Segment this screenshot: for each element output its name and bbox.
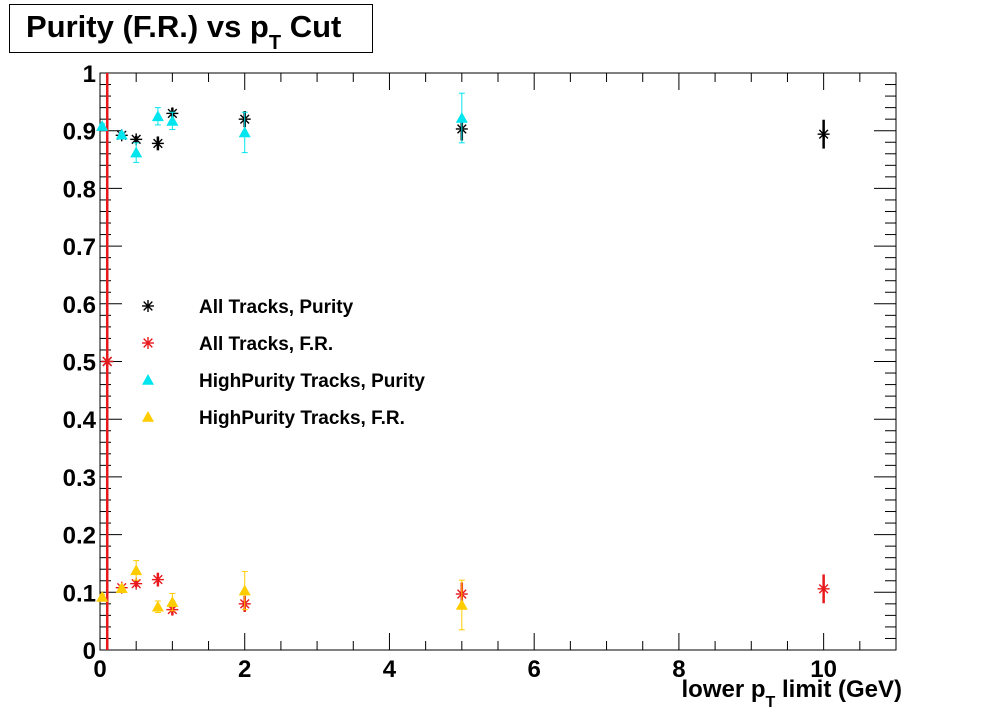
data-point: [151, 137, 164, 150]
data-point: [455, 598, 468, 610]
y-tick-label: 0.3: [63, 465, 96, 492]
x-tick-label: 8: [672, 656, 685, 683]
y-tick-label: 0.4: [63, 407, 97, 434]
data-point: [151, 573, 164, 586]
data-point: [817, 128, 830, 141]
chart-title-box: Purity (F.R.) vs pT Cut: [9, 4, 373, 54]
x-tick-label: 2: [238, 656, 251, 683]
data-point: [166, 596, 179, 607]
x-axis-label-subscript: T: [765, 694, 776, 711]
x-axis-label-tail: limit (GeV): [775, 676, 902, 703]
series-layer: [96, 73, 830, 650]
y-tick-label: 0.8: [63, 176, 96, 203]
y-tick-label: 0.5: [63, 350, 96, 377]
y-tick-label: 0.1: [63, 580, 96, 607]
legend-marker: [142, 374, 154, 385]
legend-label: All Tracks, F.R.: [199, 334, 333, 355]
x-tick-label: 6: [528, 656, 541, 683]
chart-title-tail: Cut: [281, 9, 342, 44]
legend-label: HighPurity Tracks, Purity: [199, 371, 425, 392]
data-point: [96, 590, 109, 602]
legend-label: HighPurity Tracks, F.R.: [199, 408, 405, 429]
data-point: [455, 112, 468, 123]
x-tick-label: 0: [93, 656, 106, 683]
series-2: [96, 92, 468, 163]
chart-title-subscript: T: [268, 32, 282, 54]
y-tick-label: 1: [83, 61, 96, 88]
x-axis-label-main: lower p: [681, 676, 766, 703]
data-point: [115, 582, 128, 594]
data-point: [96, 120, 109, 131]
y-tick-label: 0.7: [63, 234, 96, 261]
chart-title: Purity (F.R.) vs pT Cut: [26, 9, 342, 54]
series-1: [101, 73, 830, 650]
data-point: [115, 128, 128, 140]
data-point: [151, 600, 164, 612]
x-tick-label: 4: [383, 656, 397, 683]
legend-marker: [142, 411, 154, 422]
data-point: [238, 126, 251, 138]
y-tick-label: 0.6: [63, 292, 96, 319]
legend-marker: [142, 337, 154, 349]
x-tick-label: 10: [810, 656, 837, 683]
axes-layer: 00.10.20.30.40.50.60.70.80.910 2 4 6 8 10: [63, 61, 897, 683]
legend-label: All Tracks, Purity: [199, 297, 354, 318]
legend: All Tracks, Purity All Tracks, F.R. HighPu…: [142, 297, 425, 429]
data-point: [101, 355, 114, 368]
x-axis-label: lower pT limit (GeV): [681, 676, 902, 711]
chart-title-main: Purity (F.R.) vs p: [26, 9, 269, 44]
plot-frame: [99, 72, 897, 651]
data-point: [151, 110, 164, 122]
data-point: [817, 582, 830, 595]
data-point: [130, 146, 143, 158]
series-3: [96, 560, 468, 631]
data-point: [166, 114, 179, 126]
legend-marker: [142, 300, 154, 312]
y-tick-label: 0: [83, 638, 96, 665]
y-tick-label: 0.2: [63, 523, 96, 550]
data-point: [238, 584, 251, 596]
y-tick-label: 0.9: [63, 119, 96, 146]
data-point: [130, 564, 143, 576]
series-0: [101, 73, 830, 650]
